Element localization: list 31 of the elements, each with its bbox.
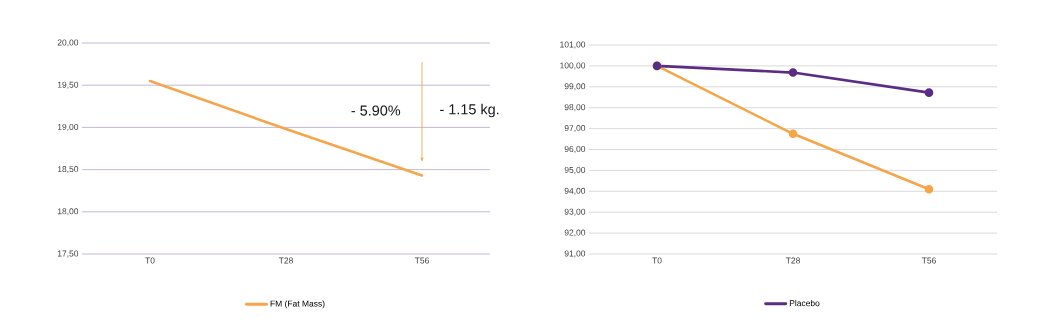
x-tick-label: T28 (278, 257, 293, 264)
y-tick-label: 93,00 (564, 208, 586, 216)
legend-label: Placebo (789, 299, 820, 307)
x-tick-label: T56 (414, 257, 429, 264)
point (788, 68, 798, 77)
y-tick-label: 94,00 (564, 187, 586, 195)
annotation: - 1.15 kg. (440, 103, 499, 118)
y-tick-label: 92,00 (564, 229, 586, 237)
y-tick-label: 101,00 (560, 41, 586, 49)
y-tick-label: 19,50 (57, 81, 79, 89)
x-tick-label: T28 (785, 257, 800, 264)
x-tick-label: T0 (145, 257, 155, 264)
y-tick-label: 19,00 (57, 123, 79, 131)
y-tick-label: 95,00 (564, 166, 586, 174)
y-tick-label: 100,00 (560, 62, 586, 70)
y-tick-label: 99,00 (564, 83, 586, 91)
x-tick-label: T56 (921, 257, 936, 264)
y-tick-label: 98,00 (564, 104, 586, 112)
annotation: - 5.90% (351, 105, 401, 116)
y-tick-label: 17,50 (57, 250, 79, 258)
point (924, 88, 934, 97)
point (924, 184, 934, 194)
y-tick-label: 18,50 (57, 166, 79, 174)
x-tick-label: T0 (652, 257, 662, 264)
y-tick-label: 96,00 (564, 146, 586, 153)
y-tick-label: 18,00 (57, 208, 79, 216)
y-tick-label: 20,00 (57, 39, 79, 47)
y-tick-label: 91,00 (564, 250, 586, 258)
y-tick-label: 97,00 (564, 125, 586, 133)
legend-label: FM (Fat Mass) (270, 300, 325, 309)
point (788, 129, 798, 139)
